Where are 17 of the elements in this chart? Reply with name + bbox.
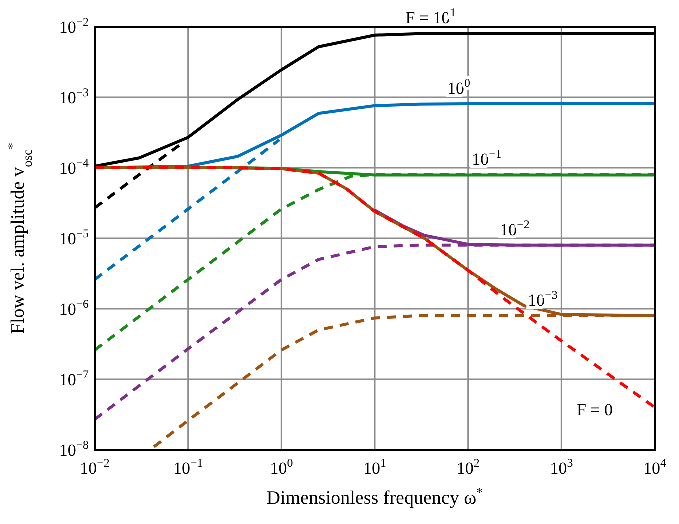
x-tick-label: 10$^{−1}$	[174, 456, 204, 478]
x-axis-title: Dimensionless frequency ω$^{*}$	[266, 484, 484, 509]
x-tick-label: 10$^{2}$	[456, 456, 480, 478]
series-label: 10$^{−2}$	[500, 217, 530, 240]
x-tick-label: 10$^{4}$	[644, 456, 667, 478]
y-tick-label: 10$^{−2}$	[59, 14, 90, 37]
x-tick-label: 10$^{0}$	[270, 456, 294, 478]
x-tick-label: 10$^{1}$	[364, 456, 387, 478]
y-tick-label: 10$^{−6}$	[59, 296, 90, 319]
y-tick-label: 10$^{−7}$	[59, 367, 90, 390]
y-tick-label: 10$^{−5}$	[59, 226, 90, 248]
series-label: F = 0	[576, 400, 614, 420]
series-label: 10$^{−3}$	[528, 288, 558, 310]
series-label: 10$^{−1}$	[472, 147, 502, 170]
y-tick-label: 10$^{−3}$	[59, 85, 90, 108]
x-tick-label: 10$^{3}$	[550, 456, 574, 478]
y-tick-label: 10$^{−4}$	[59, 156, 90, 178]
